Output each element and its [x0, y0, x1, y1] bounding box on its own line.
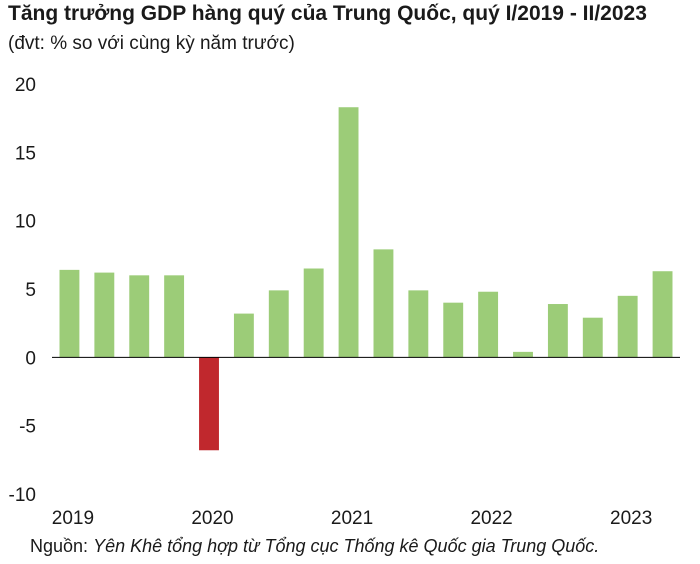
bar-q3-2019 — [129, 275, 150, 358]
y-tick-label: 5 — [25, 280, 36, 301]
bar-q4-2019 — [164, 275, 185, 358]
bar-q1-2023 — [617, 295, 638, 358]
y-tick-label: 20 — [15, 75, 36, 96]
bar-q2-2019 — [94, 272, 115, 358]
bar-q2-2020 — [233, 313, 254, 358]
bar-q2-2021 — [373, 249, 394, 358]
x-tick-label: 2022 — [470, 508, 512, 529]
bar-q3-2020 — [268, 290, 289, 358]
bar-q4-2021 — [443, 302, 464, 358]
bar-q1-2019 — [59, 269, 80, 358]
bar-q4-2022 — [582, 317, 603, 358]
bar-q1-2022 — [478, 291, 499, 358]
bar-q3-2022 — [547, 304, 568, 358]
chart-title: Tăng trưởng GDP hàng quý của Trung Quốc,… — [8, 2, 647, 25]
y-tick-label: 15 — [15, 143, 36, 164]
bar-q2-2022 — [513, 351, 533, 358]
source-label: Nguồn: — [30, 536, 89, 556]
bar-q4-2020 — [303, 268, 324, 358]
source-text: Yên Khê tổng hợp từ Tổng cục Thống kê Qu… — [93, 536, 600, 556]
x-tick-label: 2023 — [610, 508, 652, 529]
bar-q1-2021 — [338, 107, 359, 358]
x-tick-label: 2020 — [191, 508, 233, 529]
bar-q3-2021 — [408, 290, 429, 358]
x-tick-label: 2021 — [331, 508, 373, 529]
bar-q1-2020 — [199, 357, 219, 451]
bar-q2-2023 — [652, 271, 673, 358]
x-tick-label: 2019 — [52, 508, 94, 529]
y-tick-label: -5 — [19, 417, 36, 438]
chart-subtitle: (đvt: % so với cùng kỳ năm trước) — [8, 33, 295, 54]
source-note: Nguồn: Yên Khê tổng hợp từ Tổng cục Thốn… — [30, 536, 599, 557]
y-tick-label: -10 — [9, 485, 36, 506]
y-tick-label: 0 — [25, 348, 36, 369]
y-tick-label: 10 — [15, 212, 36, 233]
